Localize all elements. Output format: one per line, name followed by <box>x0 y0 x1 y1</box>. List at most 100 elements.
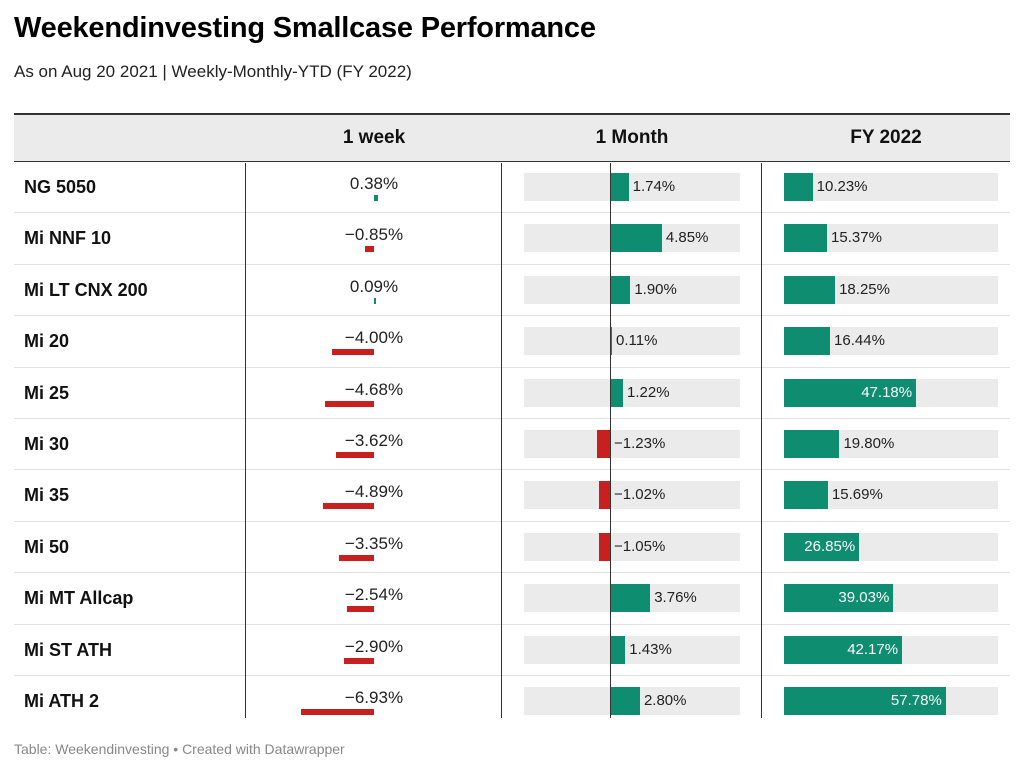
month-bar-track: −1.23% <box>524 429 740 458</box>
month-value-label: 3.76% <box>654 589 697 607</box>
month-bar <box>596 429 610 458</box>
fy-bar-track: 57.78% <box>784 686 998 715</box>
month-bar <box>599 481 610 510</box>
column-divider <box>501 163 502 718</box>
week-cell: −4.00% <box>246 316 502 366</box>
fy-bar <box>784 224 828 253</box>
month-bar <box>598 532 610 561</box>
month-value-label: 4.85% <box>665 229 709 247</box>
month-bar <box>610 378 624 407</box>
month-bar-track: −1.05% <box>524 532 740 561</box>
table-row: Mi 50 −3.35% −1.05% 26.85% <box>14 522 1010 574</box>
column-header-1-week: 1 week <box>342 127 406 148</box>
row-label: Mi LT CNX 200 <box>24 279 148 300</box>
week-value-label: −4.68% <box>344 379 404 399</box>
fy-cell: 26.85% <box>762 522 1010 572</box>
week-cell: −4.89% <box>246 470 502 520</box>
week-cell: −6.93% <box>246 676 502 726</box>
fy-bar-track: 10.23% <box>784 173 998 201</box>
fy-cell: 15.69% <box>762 470 1010 520</box>
month-zero-line <box>610 163 611 718</box>
month-value-label: 0.11% <box>616 332 658 350</box>
fy-cell: 16.44% <box>762 316 1010 366</box>
table-row: Mi 35 −4.89% −1.02% 15.69% <box>14 470 1010 522</box>
week-cell: 0.09% <box>246 265 502 315</box>
fy-bar <box>784 429 840 458</box>
chart-title: Weekendinvesting Smallcase Performance <box>14 12 596 44</box>
month-value-label: 2.80% <box>643 691 687 709</box>
row-label: NG 5050 <box>24 177 97 197</box>
table-row: Mi NNF 10 −0.85% 4.85% 15.37% <box>14 213 1010 265</box>
fy-bar <box>784 173 813 201</box>
fy-cell: 15.37% <box>762 213 1010 263</box>
month-cell: 1.22% <box>502 368 762 418</box>
week-bar <box>374 195 378 201</box>
fy-cell: 19.80% <box>762 419 1010 469</box>
fy-bar <box>784 481 828 510</box>
week-cell: −2.90% <box>246 625 502 675</box>
week-cell: −2.54% <box>246 573 502 623</box>
month-cell: −1.23% <box>502 419 762 469</box>
week-cell: −0.85% <box>246 213 502 263</box>
week-value-label: −3.62% <box>344 430 404 450</box>
month-value-label: −1.02% <box>614 486 666 504</box>
month-cell: 1.43% <box>502 625 762 675</box>
table-row: Mi 25 −4.68% 1.22% 47.18% <box>14 368 1010 419</box>
month-bar-track: 1.74% <box>524 173 740 201</box>
fy-cell: 57.78% <box>762 676 1010 726</box>
month-bar <box>610 584 651 613</box>
fy-cell: 42.17% <box>762 625 1010 675</box>
fy-value-label: 47.18% <box>861 383 913 401</box>
fy-value-label: 19.80% <box>843 434 895 452</box>
fy-value-label: 39.03% <box>838 589 890 607</box>
month-bar-track: 3.76% <box>524 584 740 613</box>
fy-value-label: 10.23% <box>816 178 868 195</box>
week-cell: −4.68% <box>246 368 502 418</box>
week-bar <box>365 246 374 253</box>
fy-cell: 39.03% <box>762 573 1010 623</box>
fy-bar <box>784 584 894 613</box>
month-bar <box>610 224 662 253</box>
performance-table: 1 week 1 Month FY 2022 NG 5050 0.38% 1.74%… <box>14 113 1010 726</box>
month-value-label: −1.23% <box>614 434 666 452</box>
week-bar <box>347 606 374 613</box>
table-row: Mi LT CNX 200 0.09% 1.90% 18.25% <box>14 265 1010 317</box>
fy-cell: 47.18% <box>762 368 1010 418</box>
month-cell: 1.90% <box>502 265 762 315</box>
month-cell: −1.02% <box>502 470 762 520</box>
row-label: Mi MT Allcap <box>24 588 134 609</box>
month-bar <box>610 327 612 356</box>
week-value-label: −6.93% <box>344 687 404 707</box>
row-label: Mi 30 <box>24 433 70 454</box>
week-cell: −3.35% <box>246 522 502 572</box>
month-bar-track: 2.80% <box>524 686 740 715</box>
row-label: Mi ST ATH <box>24 639 112 660</box>
month-bar-track: 0.11% <box>524 327 740 356</box>
month-bar-track: 1.90% <box>524 275 740 304</box>
month-bar <box>610 173 629 201</box>
row-label: Mi 35 <box>24 485 70 506</box>
fy-bar-track: 15.69% <box>784 481 998 510</box>
fy-value-label: 57.78% <box>890 691 942 709</box>
fy-value-label: 16.44% <box>834 332 885 350</box>
month-bar-track: 1.22% <box>524 378 740 407</box>
fy-cell: 18.25% <box>762 265 1010 315</box>
week-bar <box>343 657 374 664</box>
month-value-label: 1.74% <box>632 178 676 195</box>
row-label: Mi 25 <box>24 382 70 403</box>
week-value-label: −0.85% <box>344 225 404 245</box>
month-bar <box>610 275 631 304</box>
month-bar <box>610 635 626 664</box>
month-cell: 4.85% <box>502 213 762 263</box>
fy-bar <box>784 327 831 356</box>
fy-bar-track: 47.18% <box>784 378 998 407</box>
table-row: Mi ST ATH −2.90% 1.43% 42.17% <box>14 625 1010 676</box>
fy-bar-track: 26.85% <box>784 532 998 561</box>
row-label: Mi 20 <box>24 331 70 352</box>
fy-value-label: 18.25% <box>839 280 890 298</box>
row-label: Mi 50 <box>24 536 70 557</box>
fy-bar <box>784 275 836 304</box>
month-bar-track: 1.43% <box>524 635 740 664</box>
month-cell: 2.80% <box>502 676 762 726</box>
row-label: Mi ATH 2 <box>24 690 99 711</box>
